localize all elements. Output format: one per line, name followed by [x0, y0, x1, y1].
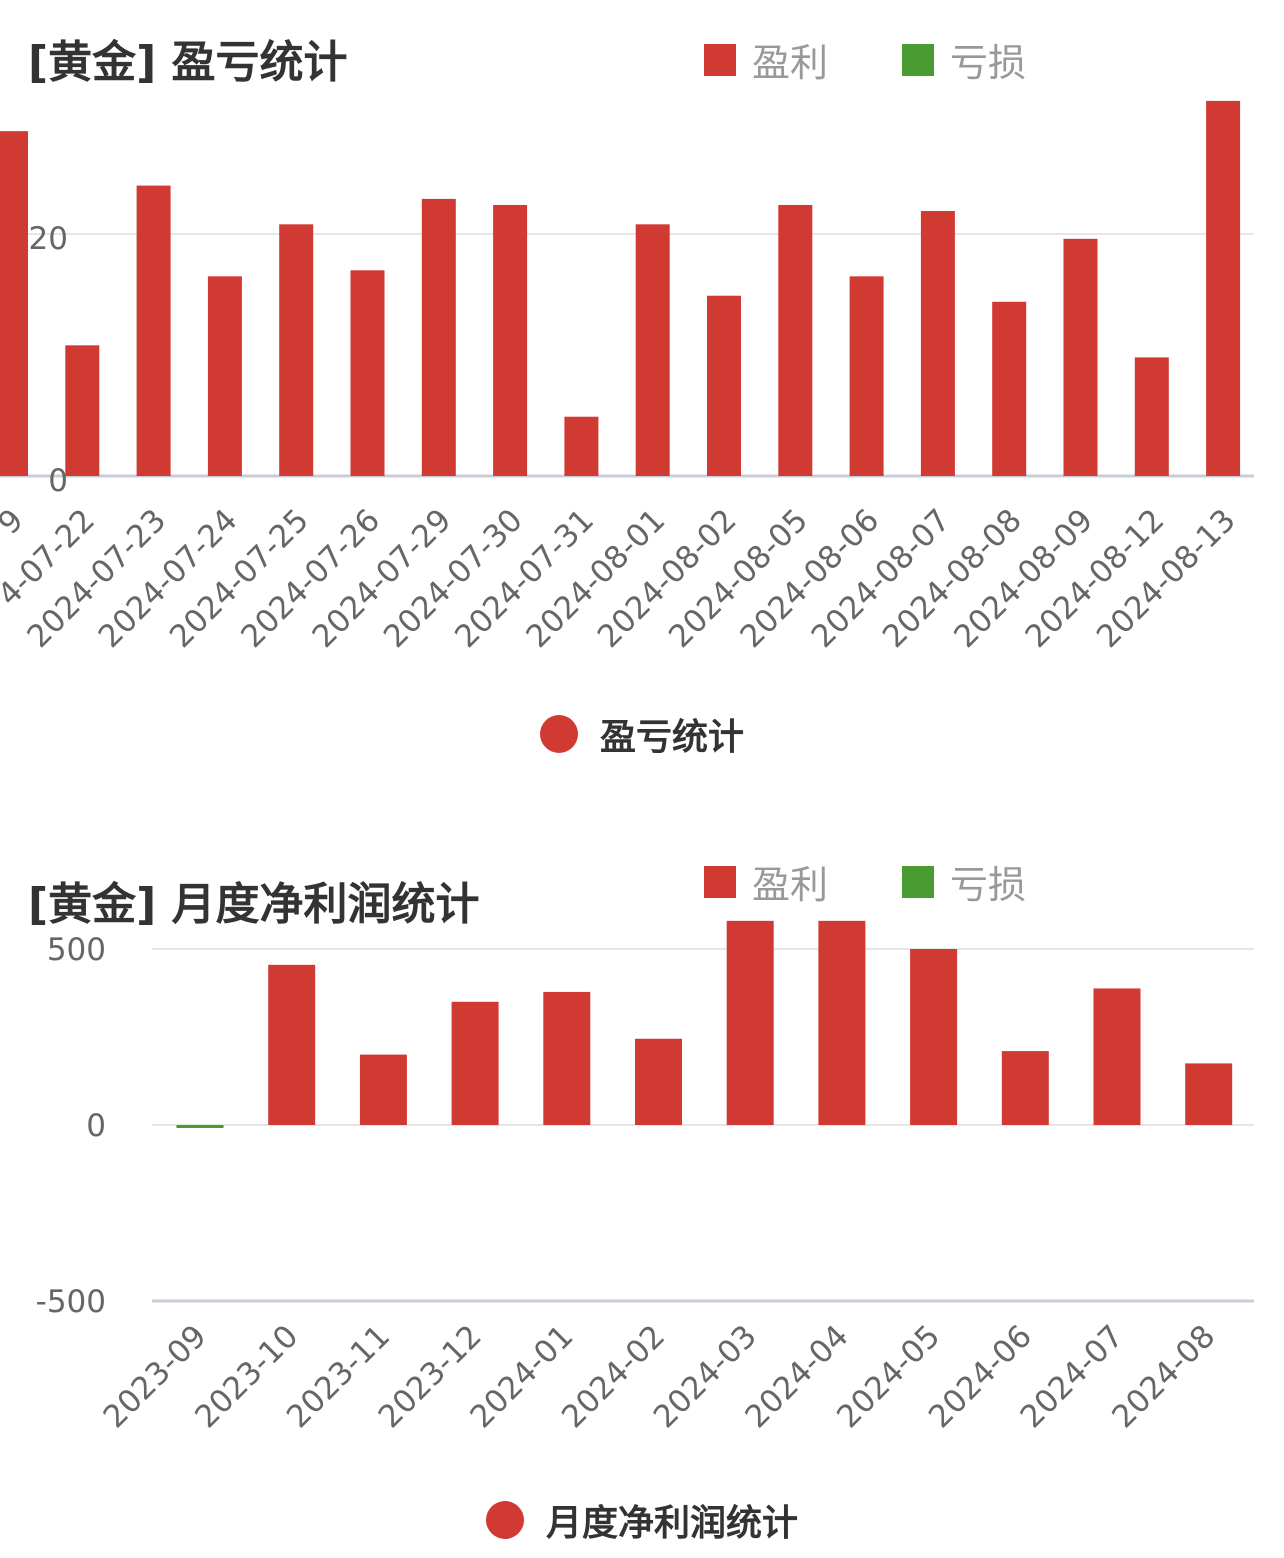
profit-swatch-icon — [704, 43, 736, 76]
monthly-net-profit-chart: [黄金] 月度净利润统计 盈利 亏损 -500 0 500 2023-09 2023-1… — [0, 820, 1284, 1558]
x-tick-label: 9 — [0, 502, 31, 541]
legend-label-profit: 盈利 — [752, 41, 829, 85]
legend-item-loss[interactable]: 亏损 — [902, 32, 1026, 87]
bar — [207, 276, 242, 476]
bar — [279, 224, 314, 476]
bar — [1185, 1063, 1233, 1125]
bar — [564, 416, 599, 476]
bar — [992, 301, 1027, 476]
profit-swatch-icon — [704, 865, 736, 898]
legend-label-loss: 亏损 — [950, 41, 1027, 85]
top-legend: 盈利 亏损 — [704, 32, 1026, 87]
bar — [778, 204, 813, 476]
daily-bar-plot: 02094-07-222024-07-232024-07-242024-07-2… — [0, 100, 1254, 655]
bottom-legend[interactable]: 盈亏统计 — [0, 708, 1284, 760]
bottom-legend-label: 月度净利润统计 — [545, 1503, 798, 1544]
monthly-bar-plot: -50005002023-092023-102023-112023-122024… — [36, 920, 1254, 1435]
loss-swatch-icon — [902, 865, 935, 898]
y-tick-label: 20 — [29, 221, 68, 257]
bar — [350, 270, 385, 476]
x-tick-label: 2024-08 — [1105, 1318, 1222, 1435]
bar — [1093, 988, 1141, 1125]
bar — [920, 211, 955, 476]
bottom-legend[interactable]: 月度净利润统计 — [0, 1494, 1284, 1546]
bar — [1001, 1051, 1049, 1125]
series-dot-icon — [539, 715, 578, 753]
bar — [635, 224, 670, 476]
y-tick-label: -500 — [36, 1284, 106, 1320]
top-legend: 盈利 亏损 — [704, 854, 1026, 909]
chart-title: [黄金] 盈亏统计 — [28, 37, 348, 88]
bar — [1134, 357, 1169, 476]
bar — [65, 345, 100, 476]
bar — [136, 185, 171, 476]
bar — [176, 1125, 224, 1128]
y-tick-label: 500 — [47, 932, 106, 968]
bar — [707, 295, 741, 476]
bar — [0, 131, 28, 476]
bar — [1206, 100, 1241, 477]
legend-item-loss[interactable]: 亏损 — [902, 854, 1026, 909]
bar — [849, 276, 884, 476]
bar — [910, 949, 958, 1125]
y-tick-label: 0 — [48, 463, 68, 499]
series-dot-icon — [485, 1501, 524, 1539]
legend-item-profit[interactable]: 盈利 — [704, 32, 828, 87]
daily-profit-loss-chart: [黄金] 盈亏统计 盈利 亏损 0 20 9 4-07-22 2024-07-23 202… — [0, 32, 1284, 760]
bar — [726, 920, 774, 1125]
bar — [1063, 238, 1098, 476]
bar — [493, 204, 528, 476]
bottom-legend-label: 盈亏统计 — [599, 717, 744, 758]
loss-swatch-icon — [902, 43, 935, 76]
legend-label-profit: 盈利 — [752, 863, 829, 907]
bar — [268, 964, 316, 1125]
legend-item-profit[interactable]: 盈利 — [704, 854, 828, 909]
bar — [359, 1054, 407, 1125]
bar — [818, 920, 866, 1125]
legend-label-loss: 亏损 — [950, 863, 1027, 907]
bar — [635, 1038, 682, 1125]
bar — [543, 991, 591, 1125]
bar — [451, 1001, 499, 1125]
bar — [421, 198, 456, 476]
y-tick-label: 0 — [86, 1108, 106, 1144]
chart-title: [黄金] 月度净利润统计 — [28, 879, 480, 930]
